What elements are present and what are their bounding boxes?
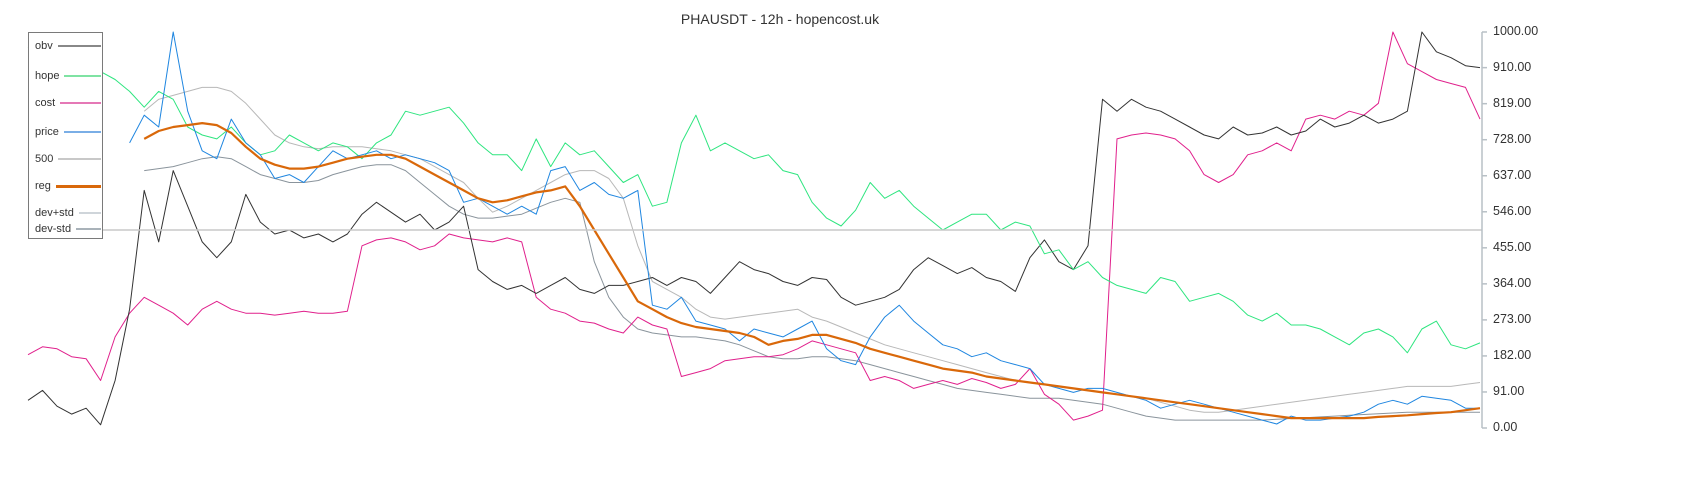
- legend-item-price[interactable]: price: [35, 125, 101, 139]
- y-tick-label: 546.00: [1493, 203, 1532, 218]
- chart-title: PHAUSDT - 12h - hopencost.uk: [680, 11, 880, 27]
- series-reg-line: [143, 122, 1481, 420]
- legend-swatch-dev-plus-std: [78, 212, 101, 214]
- y-tick-label: 819.00: [1493, 95, 1532, 110]
- legend: obv hope cost price 500 reg dev+std dev-…: [28, 32, 103, 239]
- y-tick-label: 1000.00: [1493, 24, 1539, 38]
- series-price-line: [129, 31, 1480, 425]
- legend-item-obv[interactable]: obv: [35, 39, 101, 53]
- y-tick-label: 637.00: [1493, 167, 1532, 182]
- legend-swatch-price: [63, 131, 101, 133]
- legend-item-hope[interactable]: hope: [35, 69, 101, 83]
- legend-item-dev-plus-std[interactable]: dev+std: [35, 206, 101, 220]
- series-dev-plus-std-line: [143, 86, 1481, 413]
- y-tick-label: 364.00: [1493, 275, 1532, 290]
- y-axis: [1481, 31, 1487, 429]
- series-layer: [27, 31, 1481, 426]
- y-tick-label: 455.00: [1493, 239, 1532, 254]
- y-tick-label: 182.00: [1493, 347, 1532, 362]
- series-cost-line: [27, 31, 1481, 421]
- y-tick-label: 728.00: [1493, 131, 1532, 146]
- legend-item-500[interactable]: 500: [35, 152, 101, 166]
- legend-item-reg[interactable]: reg: [35, 179, 101, 193]
- legend-swatch-obv: [57, 45, 101, 47]
- y-tick-label: 273.00: [1493, 311, 1532, 326]
- legend-item-dev-minus-std[interactable]: dev-std: [35, 222, 101, 236]
- legend-swatch-reg: [55, 184, 101, 188]
- legend-swatch-hope: [64, 75, 101, 77]
- y-tick-label: 910.00: [1493, 59, 1532, 74]
- series-hope-line: [27, 35, 1481, 354]
- legend-swatch-cost: [60, 102, 101, 104]
- y-tick-label: 91.00: [1493, 383, 1525, 398]
- y-tick-label: 0.00: [1493, 420, 1518, 434]
- series-obv-line: [27, 31, 1481, 426]
- legend-swatch-500: [58, 158, 101, 160]
- legend-item-cost[interactable]: cost: [35, 96, 101, 110]
- series-dev-std-line: [144, 156, 1480, 421]
- legend-swatch-dev-minus-std: [76, 228, 101, 230]
